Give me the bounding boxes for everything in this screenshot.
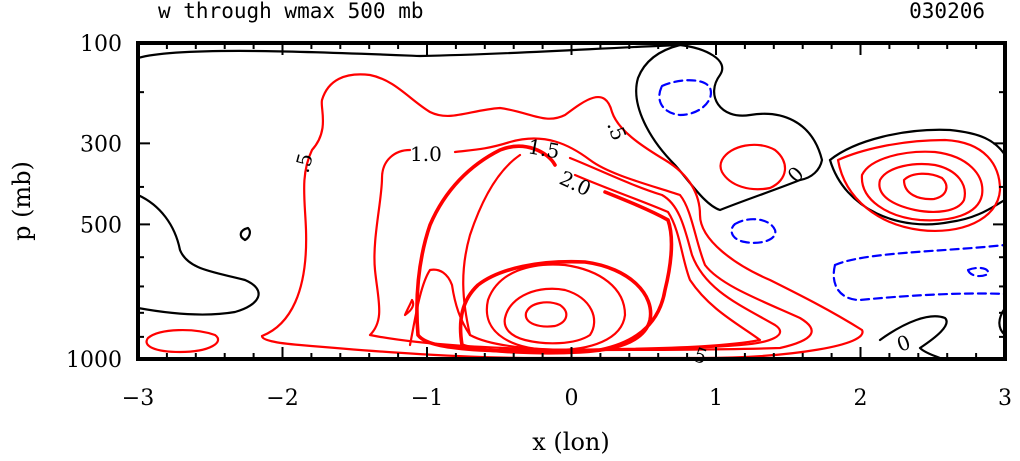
positive-contour-2-0 bbox=[415, 144, 674, 354]
x-tick-label: −2 bbox=[266, 386, 298, 411]
y-tick-label: 1000 bbox=[66, 348, 122, 373]
contour-label: 1.0 bbox=[410, 142, 442, 166]
positive-contour-2-5 bbox=[458, 259, 653, 355]
x-tick-label: 0 bbox=[565, 386, 579, 411]
positive-contour-2-5 bbox=[485, 263, 627, 352]
contour-label: 2.0 bbox=[556, 166, 595, 201]
zero-contour bbox=[828, 128, 1005, 162]
positive-contour-1-0 bbox=[860, 150, 984, 222]
x-axis: −3 −2 −1 0 1 2 3 bbox=[122, 43, 1012, 411]
positive-contour-0-5 bbox=[836, 138, 1002, 232]
y-axis: 100 300 500 1000 bbox=[66, 32, 1005, 373]
zero-contour bbox=[138, 43, 682, 60]
negative-contour bbox=[832, 263, 1005, 302]
zero-contour bbox=[239, 226, 251, 242]
positive-contour-1-5 bbox=[878, 163, 966, 213]
negative-contour bbox=[730, 218, 777, 244]
positive-contour-0-5 bbox=[719, 143, 786, 191]
x-tick-label: −1 bbox=[411, 386, 443, 411]
zero-contour bbox=[138, 193, 260, 316]
negative-contour bbox=[833, 243, 1005, 267]
contour-label: .5 bbox=[684, 340, 710, 369]
zero-contour bbox=[828, 158, 1005, 226]
plot-frame bbox=[136, 41, 1007, 361]
zero-contour bbox=[635, 43, 824, 212]
y-axis-label: p (mb) bbox=[8, 161, 36, 241]
negative-contour bbox=[658, 79, 713, 117]
x-tick-label: 1 bbox=[709, 386, 723, 411]
contour-label: .5 bbox=[602, 118, 631, 144]
zero-contour bbox=[878, 315, 948, 359]
positive-contour-0-5 bbox=[260, 73, 864, 359]
y-tick-label: 300 bbox=[80, 132, 122, 157]
chart-date-label: 030206 bbox=[909, 0, 985, 23]
positive-contour-1-0 bbox=[368, 137, 813, 352]
x-tick-label: 3 bbox=[998, 386, 1012, 411]
negative-contour bbox=[966, 266, 990, 278]
positive-contour-2-0 bbox=[902, 172, 948, 201]
contour-label: .5 bbox=[290, 151, 318, 176]
positive-contour-0-5 bbox=[145, 328, 220, 354]
x-tick-label: 2 bbox=[854, 386, 868, 411]
contour-label: 0 bbox=[894, 330, 914, 357]
x-tick-label: −3 bbox=[122, 386, 154, 411]
chart-title: w through wmax 500 mb bbox=[158, 0, 424, 23]
positive-contour-3-0 bbox=[503, 287, 596, 345]
y-tick-label: 100 bbox=[80, 32, 122, 57]
x-axis-label: x (lon) bbox=[532, 428, 609, 456]
y-tick-label: 500 bbox=[80, 213, 122, 238]
contour-label: 1.5 bbox=[526, 134, 561, 163]
positive-contour-3-5 bbox=[524, 301, 568, 328]
contour-label: 0 bbox=[783, 162, 809, 188]
